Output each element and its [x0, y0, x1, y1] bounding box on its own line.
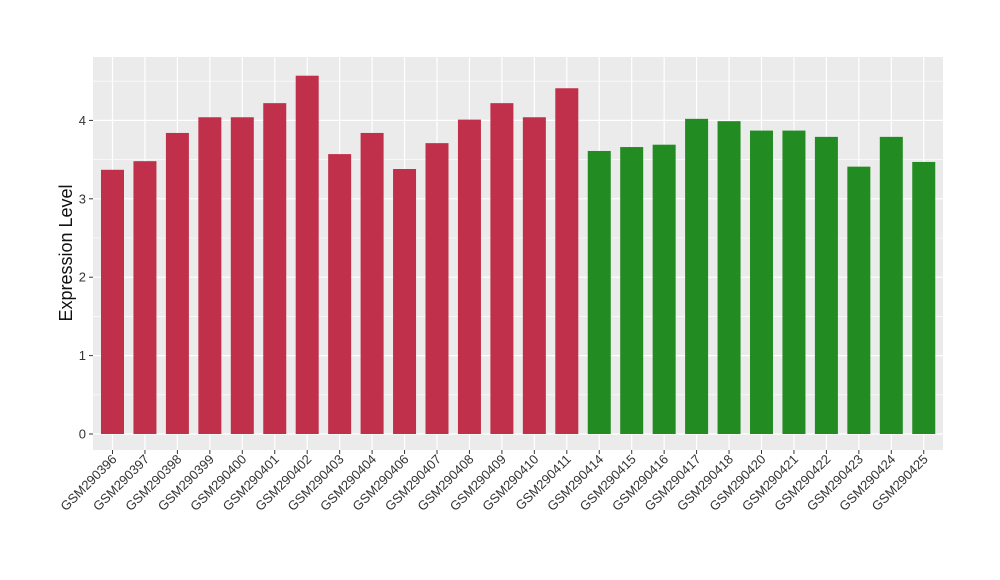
x-axis: GSM290396GSM290397GSM290398GSM290399GSM2…: [57, 450, 931, 514]
bar: [457, 119, 481, 434]
bar: [879, 136, 903, 434]
bar: [587, 150, 611, 434]
bar: [620, 147, 644, 434]
bar: [328, 154, 352, 434]
bar: [685, 118, 709, 434]
bar: [101, 169, 124, 435]
y-tick-label: 2: [79, 270, 86, 285]
y-axis-label: Expression Level: [56, 184, 76, 321]
bar: [652, 144, 676, 435]
bar: [263, 103, 287, 434]
bar: [490, 103, 514, 434]
bar: [847, 166, 871, 434]
bar: [814, 136, 838, 434]
bar: [782, 130, 806, 435]
bar: [750, 130, 773, 435]
bar: [165, 132, 189, 434]
bar: [360, 132, 384, 434]
bar: [717, 121, 741, 435]
bar: [912, 161, 936, 434]
bar: [555, 88, 579, 435]
bar: [230, 117, 254, 434]
bar: [393, 169, 417, 434]
bar: [425, 143, 449, 435]
y-tick-label: 1: [79, 348, 86, 363]
y-axis: 0 1 2 3 4: [79, 113, 93, 442]
bars: [101, 75, 936, 435]
bar: [522, 117, 546, 434]
bar: [295, 75, 319, 434]
y-tick-label: 3: [79, 191, 86, 206]
bar: [133, 161, 157, 434]
bar: [198, 117, 222, 434]
y-tick-label: 0: [79, 427, 86, 442]
y-tick-label: 4: [79, 113, 86, 128]
